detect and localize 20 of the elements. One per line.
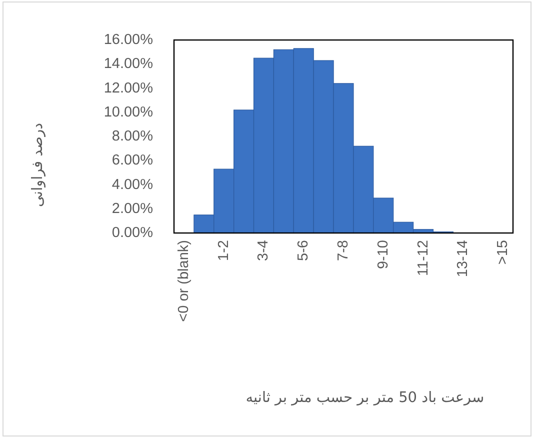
x-axis-title: سرعت باد 50 متر بر حسب متر بر ثانیه <box>246 390 484 406</box>
y-tick-label: 6.00% <box>112 152 154 169</box>
y-tick-label: 0.00% <box>112 225 154 241</box>
x-tick-label: 9-10 <box>375 240 392 270</box>
y-axis-title: درصد فراوانی <box>30 122 46 208</box>
y-tick-label: 4.00% <box>112 176 154 193</box>
x-tick-label: 5-6 <box>296 240 312 261</box>
y-tick-label: 10.00% <box>104 104 154 120</box>
y-tick-label: 2.00% <box>112 200 154 217</box>
y-tick-label: 16.00% <box>104 32 154 48</box>
y-tick-label: 12.00% <box>104 80 154 96</box>
x-tick-label: 11-12 <box>415 240 432 276</box>
x-tick-label: 3-4 <box>256 240 272 261</box>
x-tick-label: 7-8 <box>336 240 352 261</box>
x-tick-label: 13-14 <box>455 240 472 278</box>
x-tick-label: <0 or (blank) <box>176 240 192 322</box>
y-tick-label: 14.00% <box>104 56 154 72</box>
x-tick-label: >15 <box>495 240 512 265</box>
x-tick-label: 1-2 <box>216 240 232 261</box>
y-tick-label: 8.00% <box>112 128 154 144</box>
